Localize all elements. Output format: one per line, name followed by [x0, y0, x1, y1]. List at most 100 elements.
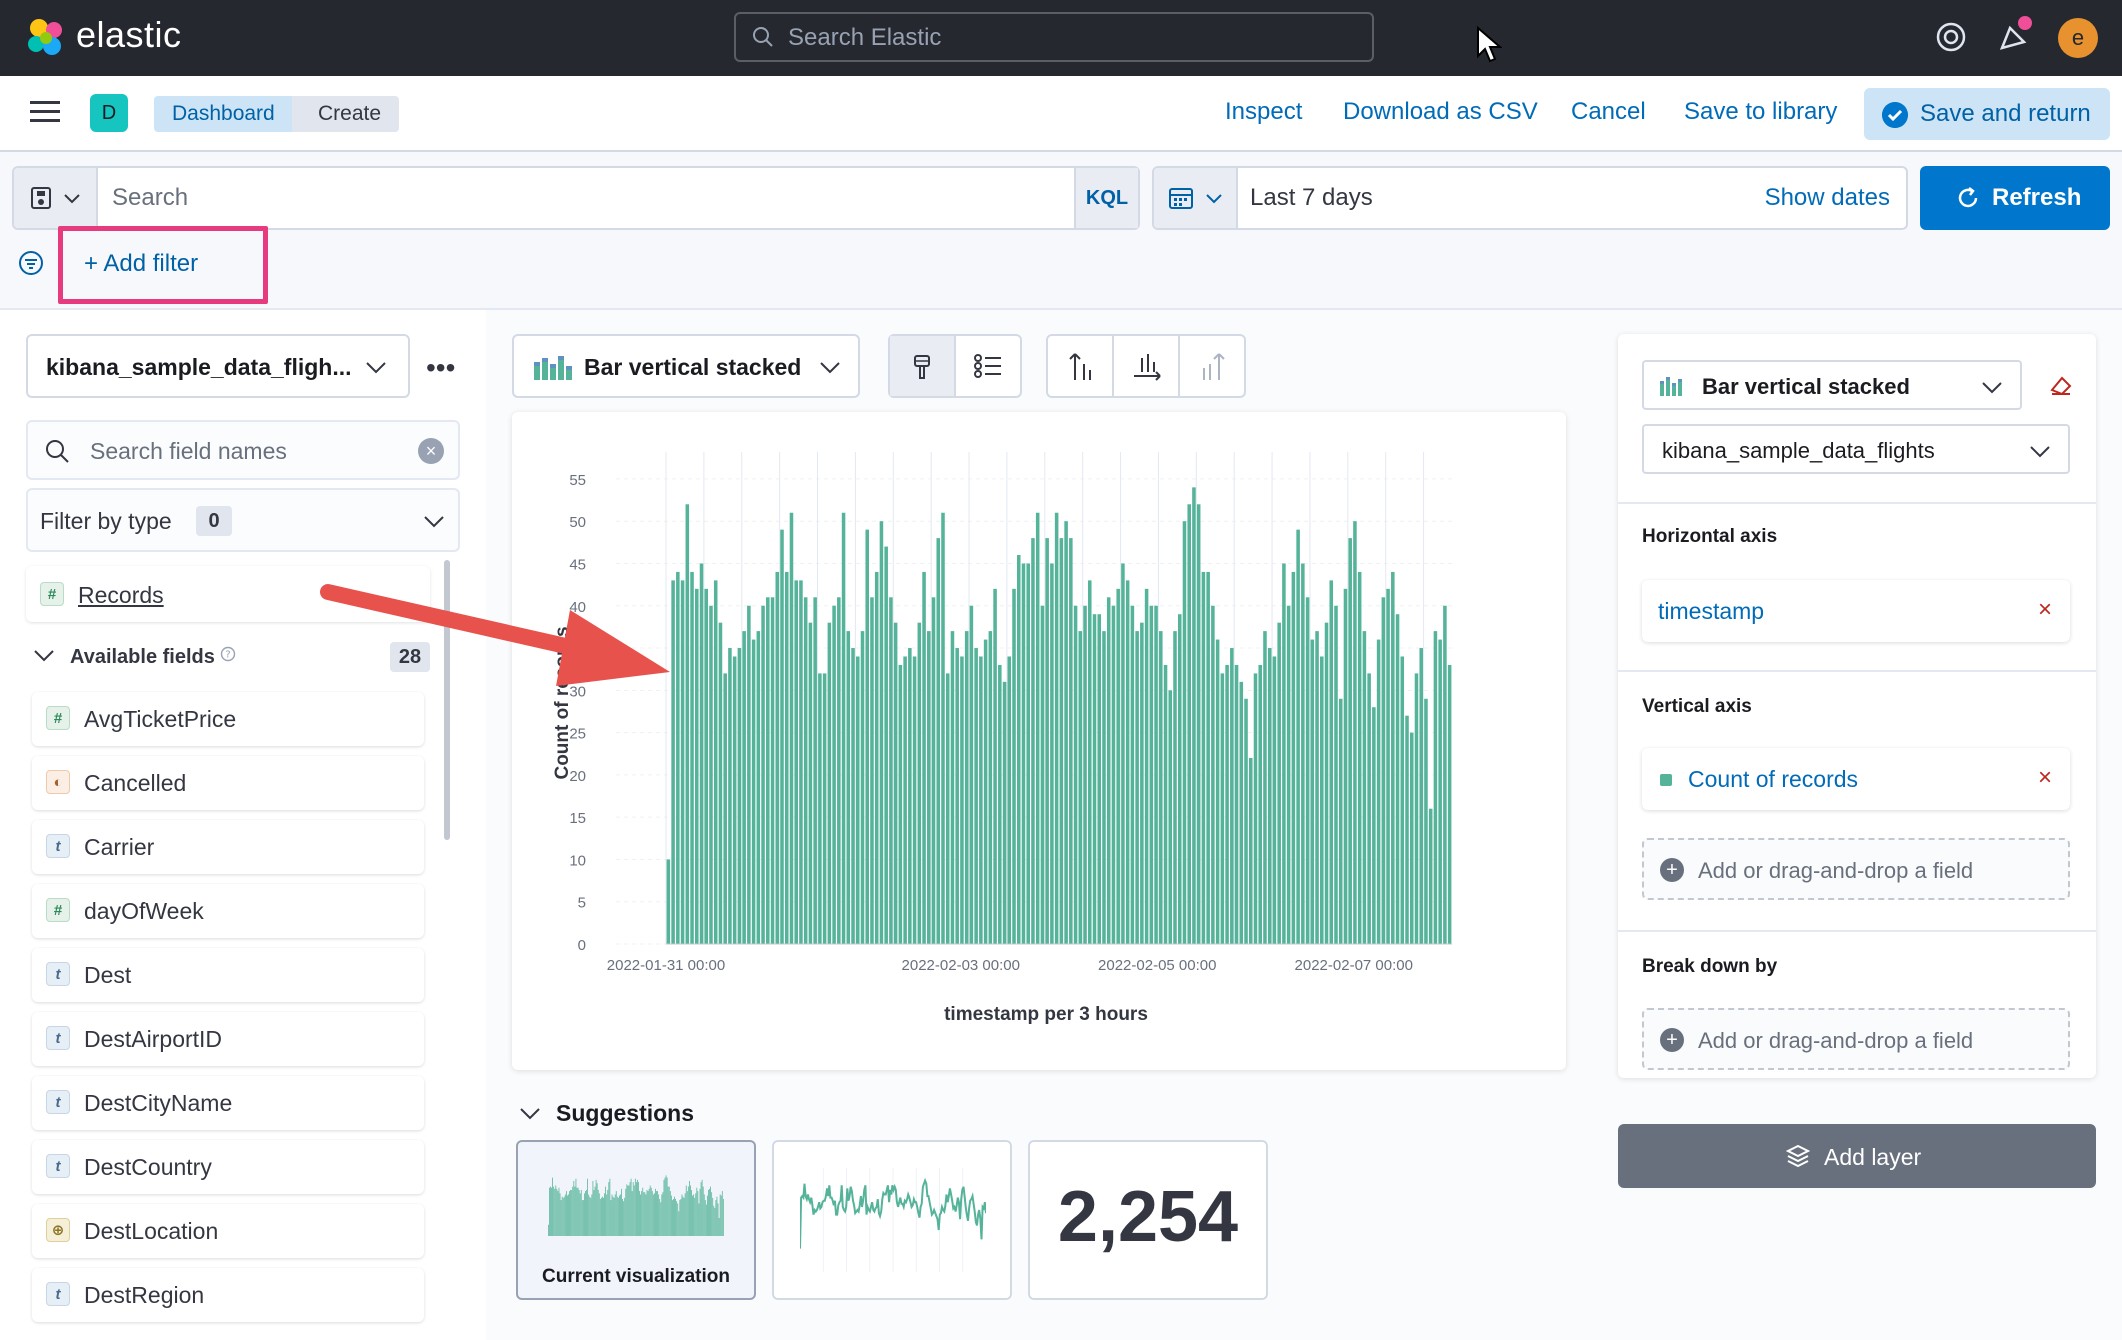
- field-item[interactable]: t DestCityName: [32, 1076, 424, 1130]
- bar[interactable]: [1248, 757, 1253, 944]
- bar[interactable]: [761, 605, 765, 944]
- horizontal-axis-dimension[interactable]: timestamp ×: [1642, 580, 2070, 642]
- vertical-axis-drop-zone[interactable]: + Add or drag-and-drop a field: [1642, 838, 2070, 900]
- bar[interactable]: [1159, 631, 1163, 944]
- bar[interactable]: [827, 622, 832, 944]
- bar[interactable]: [927, 631, 931, 944]
- legend-button[interactable]: [956, 336, 1022, 396]
- bar[interactable]: [1258, 664, 1263, 944]
- bar[interactable]: [1263, 631, 1267, 944]
- bar[interactable]: [718, 622, 723, 944]
- bar[interactable]: [1130, 605, 1135, 944]
- bar[interactable]: [1443, 605, 1447, 944]
- bar[interactable]: [1414, 673, 1419, 944]
- bar[interactable]: [1291, 571, 1296, 944]
- bar[interactable]: [1286, 605, 1291, 944]
- bar[interactable]: [1400, 656, 1405, 944]
- bar[interactable]: [1177, 614, 1182, 944]
- bar[interactable]: [898, 664, 903, 944]
- field-item[interactable]: t DestAirportID: [32, 1012, 424, 1066]
- bar[interactable]: [1002, 681, 1007, 944]
- bar[interactable]: [1447, 664, 1452, 944]
- user-avatar[interactable]: e: [2058, 18, 2098, 58]
- add-layer-button[interactable]: Add layer: [1618, 1124, 2096, 1188]
- bar[interactable]: [855, 656, 860, 944]
- breadcrumb-dashboard[interactable]: Dashboard: [154, 96, 309, 132]
- hamburger-menu-icon[interactable]: [30, 100, 60, 124]
- bar[interactable]: [1121, 563, 1125, 944]
- bar[interactable]: [1324, 622, 1329, 944]
- bar[interactable]: [1064, 521, 1068, 944]
- breakdown-drop-zone[interactable]: + Add or drag-and-drop a field: [1642, 1008, 2070, 1070]
- sidebar-scrollbar[interactable]: [444, 560, 450, 840]
- bar[interactable]: [1021, 563, 1026, 944]
- bar[interactable]: [874, 571, 879, 944]
- bar[interactable]: [742, 631, 746, 944]
- field-item[interactable]: t DestCountry: [32, 1140, 424, 1194]
- bar[interactable]: [1338, 698, 1343, 944]
- bar[interactable]: [1244, 698, 1248, 944]
- bar[interactable]: [1395, 614, 1400, 944]
- cancel-link[interactable]: Cancel: [1571, 98, 1646, 125]
- bar[interactable]: [803, 597, 808, 944]
- bar[interactable]: [680, 580, 685, 944]
- field-item[interactable]: ⊕ DestLocation: [32, 1204, 424, 1258]
- saved-query-button[interactable]: [14, 168, 98, 228]
- bar[interactable]: [1196, 504, 1201, 944]
- bar[interactable]: [955, 648, 959, 944]
- bar[interactable]: [841, 512, 846, 944]
- field-item[interactable]: t Carrier: [32, 820, 424, 874]
- bar[interactable]: [922, 571, 926, 944]
- space-avatar[interactable]: D: [90, 94, 128, 132]
- bar[interactable]: [1296, 529, 1300, 944]
- vertical-axis-field[interactable]: Count of records: [1688, 766, 1859, 792]
- bar[interactable]: [1182, 521, 1187, 944]
- bar[interactable]: [936, 538, 941, 944]
- bar[interactable]: [1092, 614, 1097, 944]
- bar[interactable]: [889, 597, 893, 944]
- bar[interactable]: [832, 605, 836, 944]
- bar[interactable]: [865, 529, 870, 944]
- data-view-dropdown[interactable]: kibana_sample_data_flights: [1642, 424, 2070, 474]
- filter-options-icon[interactable]: [18, 250, 44, 276]
- suggestion-line-chart[interactable]: [772, 1140, 1012, 1300]
- bar[interactable]: [1187, 504, 1191, 944]
- series-color-swatch[interactable]: [1660, 774, 1672, 786]
- bar[interactable]: [728, 648, 732, 944]
- bar[interactable]: [751, 639, 756, 944]
- bar[interactable]: [799, 580, 803, 944]
- bar[interactable]: [1376, 639, 1381, 944]
- bar[interactable]: [690, 571, 694, 944]
- bar[interactable]: [1225, 664, 1229, 944]
- bar[interactable]: [870, 597, 874, 944]
- bar[interactable]: [1125, 580, 1130, 944]
- bar[interactable]: [1239, 681, 1244, 944]
- bar[interactable]: [1111, 605, 1116, 944]
- bar[interactable]: [671, 580, 675, 944]
- bar[interactable]: [695, 588, 699, 944]
- bar[interactable]: [699, 563, 704, 944]
- bar[interactable]: [1405, 715, 1409, 944]
- bar[interactable]: [1140, 622, 1144, 944]
- bar[interactable]: [1215, 639, 1220, 944]
- field-item[interactable]: # AvgTicketPrice: [32, 692, 424, 746]
- bottom-axis-button[interactable]: [1114, 336, 1180, 396]
- bar[interactable]: [1419, 648, 1423, 944]
- show-dates-link[interactable]: Show dates: [1764, 184, 1890, 211]
- help-icon[interactable]: [1934, 20, 1968, 54]
- bar[interactable]: [732, 656, 737, 944]
- bar[interactable]: [837, 597, 841, 944]
- bar[interactable]: [908, 648, 912, 944]
- bar[interactable]: [851, 648, 855, 944]
- data-view-selector[interactable]: kibana_sample_data_fligh...: [26, 334, 410, 398]
- clear-layer-icon[interactable]: [2048, 374, 2074, 398]
- bar[interactable]: [941, 512, 945, 944]
- bar[interactable]: [993, 588, 997, 944]
- bar[interactable]: [1234, 664, 1239, 944]
- bar[interactable]: [1367, 673, 1371, 944]
- bar[interactable]: [1372, 707, 1376, 944]
- bar[interactable]: [1007, 656, 1012, 944]
- field-search-input[interactable]: Search field names ×: [26, 420, 460, 480]
- bar[interactable]: [1315, 631, 1319, 944]
- bar[interactable]: [931, 597, 936, 944]
